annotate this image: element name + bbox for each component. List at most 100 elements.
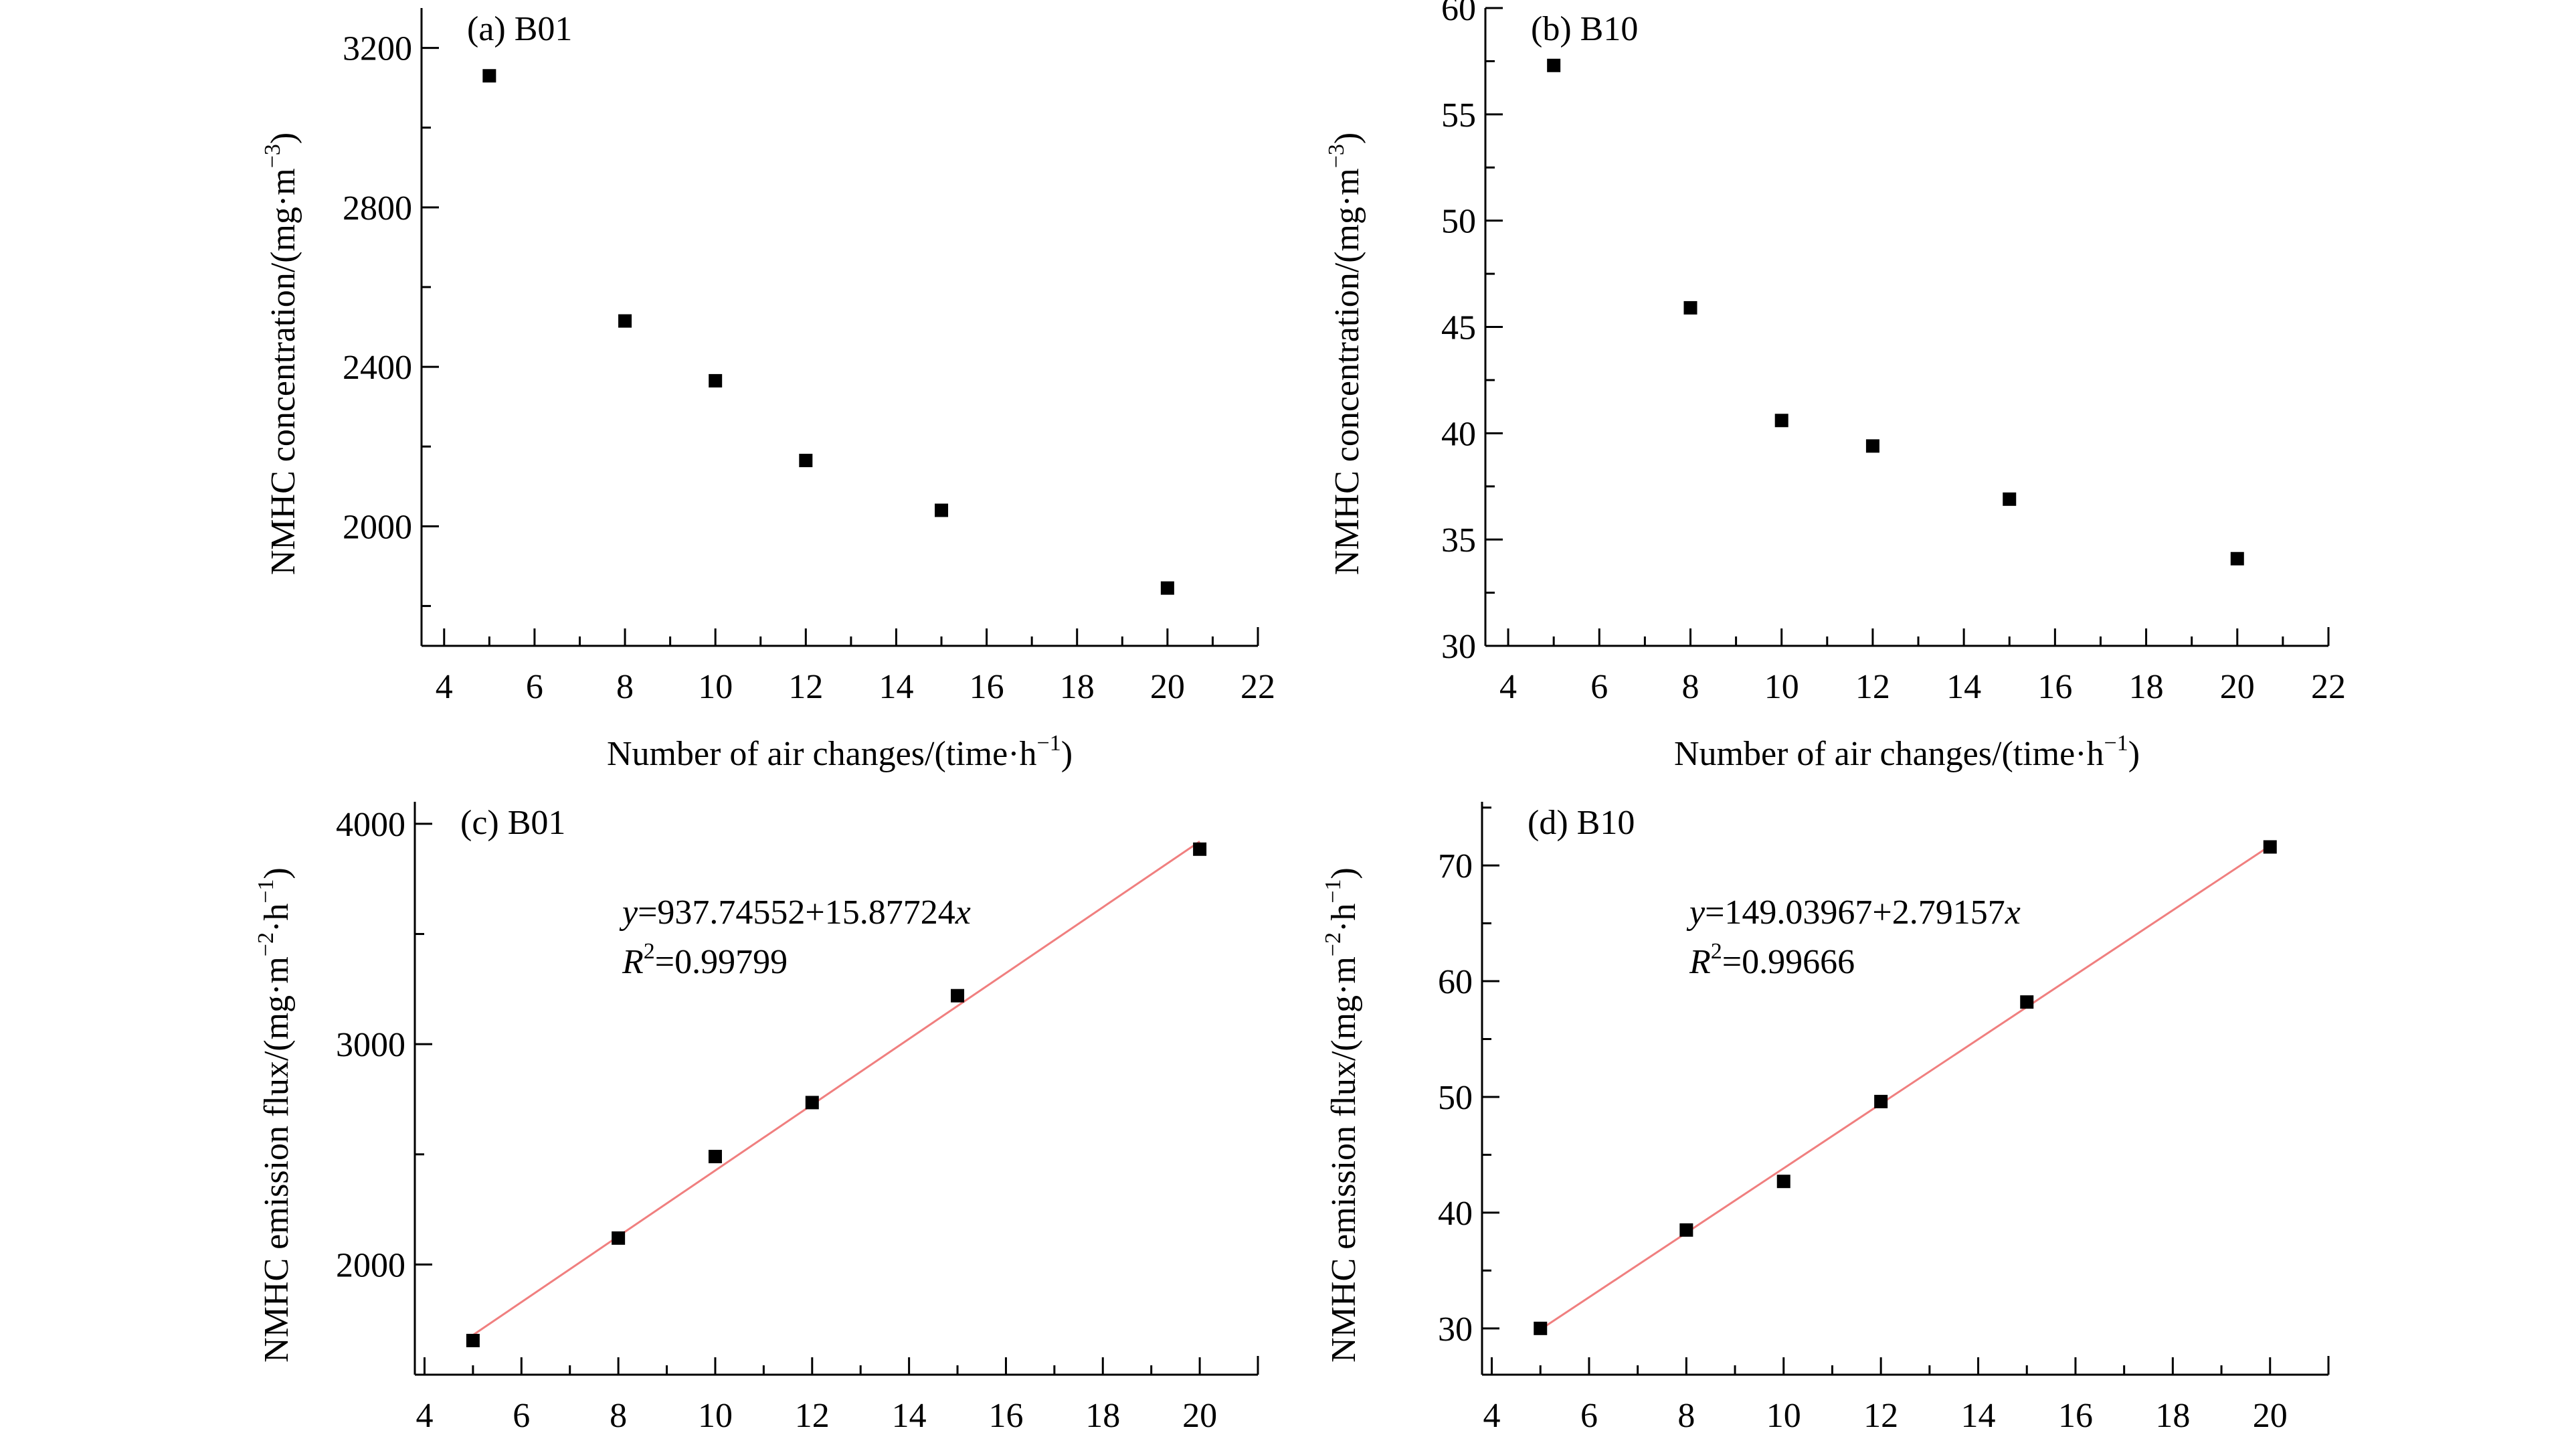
y-tick-label: 50 — [1441, 203, 1476, 241]
x-tick-label: 10 — [1766, 1397, 1801, 1435]
y-axis-title-superscript: −2 — [1321, 932, 1346, 956]
y-axis-title: NMHC concentration/(mg·m−3) — [260, 133, 302, 576]
x-tick-label: 18 — [2155, 1397, 2190, 1435]
x-axis-title-main: Number of air changes/(time·h — [1674, 735, 2104, 773]
panel-label: (a) B01 — [467, 10, 572, 48]
y-tick-label: 50 — [1438, 1079, 1473, 1117]
x-axis-title: Number of air changes/(time·h−1) — [1674, 731, 2140, 773]
x-tick-label: 20 — [2220, 668, 2255, 706]
x-tick-label: 4 — [1483, 1397, 1501, 1435]
y-axis-title-superscript: −3 — [1324, 144, 1349, 168]
y-axis-title-superscript-2: −1 — [254, 879, 278, 903]
y-tick-label: 2000 — [336, 1246, 405, 1284]
x-tick-label: 8 — [610, 1397, 627, 1435]
fit-r-squared: R2=0.99799 — [622, 939, 788, 981]
x-tick-label: 8 — [1677, 1397, 1695, 1435]
x-axis-title-tail: ) — [1061, 735, 1073, 773]
x-tick-label: 20 — [2253, 1397, 2288, 1435]
data-point — [1865, 439, 1879, 453]
x-tick-label: 10 — [1764, 668, 1799, 706]
x-tick-label: 14 — [1946, 668, 1981, 706]
y-axis-title-tail: ) — [264, 133, 302, 144]
x-axis-title-tail: ) — [2128, 735, 2140, 773]
data-point — [1683, 301, 1697, 315]
y-axis-title: NMHC emission flux/(mg·m−2·h−1) — [1321, 867, 1363, 1363]
y-tick-label: 3200 — [343, 30, 412, 68]
data-point — [1776, 1175, 1790, 1189]
data-point — [612, 1231, 626, 1245]
x-tick-label: 12 — [1855, 668, 1890, 706]
y-tick-label: 60 — [1438, 963, 1473, 1001]
y-axis-title-superscript-2: −1 — [1321, 879, 1346, 903]
x-tick-label: 10 — [698, 1397, 733, 1435]
y-tick-label: 2000 — [343, 508, 412, 546]
x-tick-label: 18 — [1060, 668, 1095, 706]
data-point — [2263, 840, 2277, 854]
fit-r-squared-value: =0.99799 — [655, 943, 788, 981]
x-tick-label: 6 — [1590, 668, 1608, 706]
y-axis-title-main: NMHC concentration/(mg·m — [1328, 168, 1366, 575]
fit-equation-body: =937.74552+15.87724 — [638, 893, 955, 932]
x-tick-label: 22 — [2311, 668, 2346, 706]
fit-equation-y: y — [1686, 893, 1706, 932]
fit-r-squared-sup: 2 — [644, 939, 655, 964]
fit-line — [472, 841, 1200, 1336]
y-axis-title-main: NMHC concentration/(mg·m — [264, 168, 302, 575]
fit-equation-body: =149.03967+2.79157 — [1705, 893, 2005, 932]
y-axis-title-superscript: −3 — [260, 144, 285, 168]
x-axis-title-superscript: −1 — [1037, 731, 1061, 756]
x-tick-label: 6 — [513, 1397, 530, 1435]
fit-equation-x: x — [955, 893, 971, 932]
panel-b: 4 6 8 10 12 14 16 18 20 22 30 35 40 45 50 55 60 (b) B10 Nu… — [1324, 0, 2346, 773]
fit-r-squared-r: R — [1689, 943, 1711, 981]
x-axis-title-main: Number of air changes/(time·h — [607, 735, 1037, 773]
data-point — [2230, 551, 2244, 566]
data-point — [1679, 1223, 1693, 1237]
data-point — [708, 1150, 722, 1164]
x-tick-label: 10 — [698, 668, 733, 706]
x-tick-label: 16 — [2037, 668, 2072, 706]
x-tick-label: 4 — [1499, 668, 1517, 706]
y-tick-label: 45 — [1441, 309, 1476, 347]
x-tick-label: 16 — [2058, 1397, 2093, 1435]
y-tick-label: 40 — [1441, 415, 1476, 453]
y-tick-label: 70 — [1438, 847, 1473, 885]
x-tick-label: 12 — [1863, 1397, 1898, 1435]
y-tick-label: 40 — [1438, 1195, 1473, 1233]
data-point — [618, 314, 632, 328]
x-tick-label: 14 — [879, 668, 913, 706]
x-tick-label: 16 — [988, 1397, 1023, 1435]
x-tick-label: 22 — [1240, 668, 1275, 706]
x-tick-label: 6 — [526, 668, 543, 706]
data-point — [466, 1333, 480, 1347]
fit-r-squared: R2=0.99666 — [1689, 939, 1855, 981]
y-tick-label: 4000 — [336, 806, 405, 844]
fit-equation: y=937.74552+15.87724x — [619, 893, 971, 932]
x-tick-label: 16 — [970, 668, 1004, 706]
x-tick-label: 4 — [416, 1397, 433, 1435]
x-tick-label: 12 — [795, 1397, 830, 1435]
fit-r-squared-sup: 2 — [1711, 939, 1722, 964]
x-axis-title: Number of air changes/(time·h−1) — [607, 731, 1073, 773]
y-axis-title-tail: ) — [1328, 133, 1366, 144]
y-axis-title-main: NMHC emission flux/(mg·m — [1325, 956, 1363, 1363]
fit-equation-y: y — [619, 893, 638, 932]
x-tick-label: 20 — [1182, 1397, 1217, 1435]
y-axis-title-mid: ·h — [1325, 904, 1363, 932]
panel-label: (d) B10 — [1528, 804, 1635, 842]
x-tick-label: 14 — [1961, 1397, 1996, 1435]
fit-equation: y=149.03967+2.79157x — [1686, 893, 2021, 932]
fit-r-squared-value: =0.99666 — [1722, 943, 1855, 981]
y-tick-label: 55 — [1441, 96, 1476, 135]
data-point — [1774, 414, 1788, 428]
panel-a: 4 6 8 10 12 14 16 18 20 22 2000 2400 2800 3200 (a) B01… — [260, 8, 1275, 773]
data-point — [1193, 842, 1207, 856]
fit-equation-x: x — [2005, 893, 2021, 932]
y-axis-title: NMHC concentration/(mg·m−3) — [1324, 133, 1366, 576]
data-point — [951, 989, 965, 1003]
x-axis-title-superscript: −1 — [2104, 731, 2128, 756]
x-tick-label: 12 — [788, 668, 823, 706]
